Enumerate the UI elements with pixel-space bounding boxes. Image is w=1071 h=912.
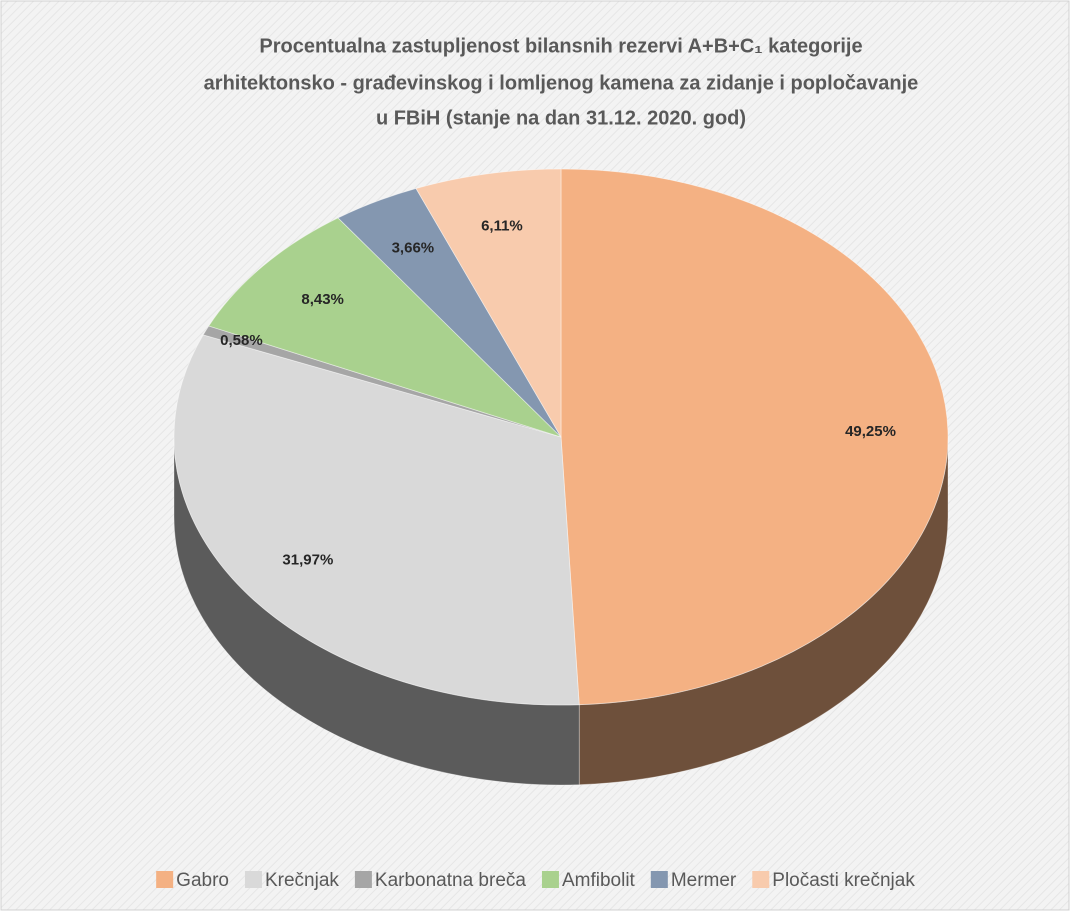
legend-swatch bbox=[156, 871, 174, 888]
legend-label: Amfibolit bbox=[562, 870, 636, 891]
legend-swatch bbox=[354, 871, 372, 888]
legend-label: Karbonatna breča bbox=[375, 870, 526, 891]
legend: Gabro Krečnjak Karbonatna breča Amfibolit Me… bbox=[156, 870, 915, 891]
legend-swatch bbox=[752, 871, 770, 888]
legend-label: Krečnjak bbox=[265, 870, 339, 891]
legend-label: Gabro bbox=[176, 870, 229, 891]
legend-label: Mermer bbox=[671, 870, 737, 891]
data-label: 49,25% bbox=[845, 423, 896, 440]
legend-swatch bbox=[244, 871, 262, 888]
slice bbox=[208, 217, 562, 438]
data-label: 6,11% bbox=[481, 218, 523, 235]
legend-label: Pločasti krečnjak bbox=[772, 870, 915, 891]
data-label: 0,58% bbox=[220, 332, 263, 349]
slice bbox=[415, 168, 562, 439]
legend-swatch bbox=[541, 871, 559, 888]
title-line: arhitektonsko - građevinskog i lomljenog… bbox=[204, 72, 919, 94]
slice bbox=[560, 168, 949, 706]
data-label: 8,43% bbox=[301, 291, 344, 308]
slice bbox=[173, 334, 580, 706]
title-line: u FBiH (stanje na dan 31.12. 2020. god) bbox=[376, 107, 746, 129]
legend-swatch bbox=[650, 871, 668, 888]
data-label: 31,97% bbox=[282, 551, 333, 568]
chart-title: Procentualna zastupljenost bilansnih rez… bbox=[204, 35, 919, 129]
data-label: 3,66% bbox=[392, 240, 435, 257]
title-line: Procentualna zastupljenost bilansnih rez… bbox=[259, 35, 862, 57]
